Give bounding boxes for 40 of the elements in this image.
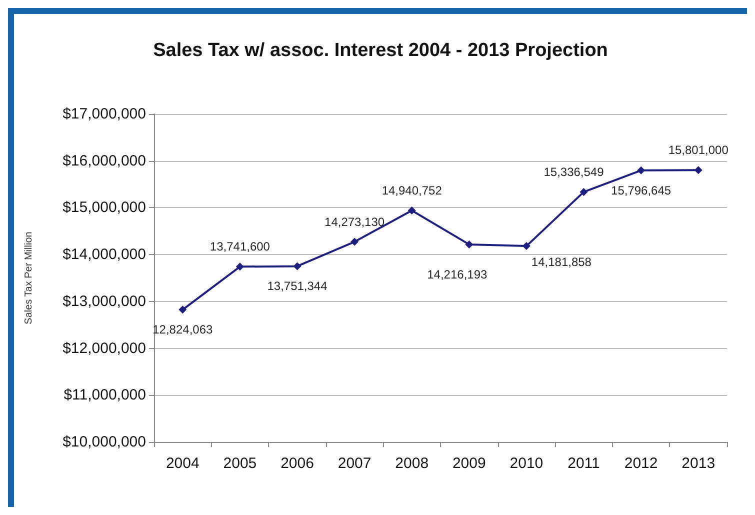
y-tick-label: $13,000,000 <box>62 292 146 310</box>
point <box>694 166 702 174</box>
data-label: 13,751,344 <box>267 279 328 294</box>
data-label: 15,801,000 <box>668 143 729 158</box>
data-label: 14,216,193 <box>427 267 488 282</box>
y-axis-title: Sales Tax Per Million <box>24 232 34 324</box>
point <box>236 262 244 271</box>
y-tick-label: $10,000,000 <box>62 434 146 450</box>
point <box>637 166 646 174</box>
data-label: 15,336,549 <box>544 164 604 179</box>
point <box>293 262 302 270</box>
y-tick-label: $16,000,000 <box>62 152 146 170</box>
data-label: 14,273,130 <box>324 214 385 229</box>
data-label: 14,940,752 <box>382 183 442 198</box>
y-tick-label: $14,000,000 <box>62 246 146 264</box>
x-tick-label: 2005 <box>223 455 257 472</box>
x-tick-label: 2012 <box>624 455 658 472</box>
point <box>580 188 588 196</box>
chart-title: Sales Tax w/ assoc. Interest 2004 - 2013 Projection <box>153 40 608 61</box>
point <box>350 238 359 246</box>
point <box>178 306 187 314</box>
x-tick-label: 2008 <box>395 455 429 472</box>
point <box>408 206 416 214</box>
data-label: 15,796,645 <box>611 183 672 198</box>
point <box>522 242 530 250</box>
x-tick-label: 2007 <box>338 455 372 472</box>
point <box>465 240 474 248</box>
data-label: 13,741,600 <box>210 240 270 254</box>
x-tick-label: 2004 <box>166 455 200 472</box>
x-tick-label: 2006 <box>280 455 314 472</box>
data-label: 14,181,858 <box>531 255 592 270</box>
x-tick-label: 2010 <box>510 455 544 472</box>
y-tick-label: $11,000,000 <box>64 386 146 404</box>
y-tick-label: $12,000,000 <box>62 340 146 357</box>
data-label: 12,824,063 <box>152 322 214 337</box>
x-tick-label: 2013 <box>682 455 716 472</box>
x-tick-label: 2011 <box>568 455 600 472</box>
y-tick-label: $17,000,000 <box>62 106 146 122</box>
y-tick-label: $15,000,000 <box>62 199 146 216</box>
x-tick-label: 2009 <box>452 455 486 472</box>
